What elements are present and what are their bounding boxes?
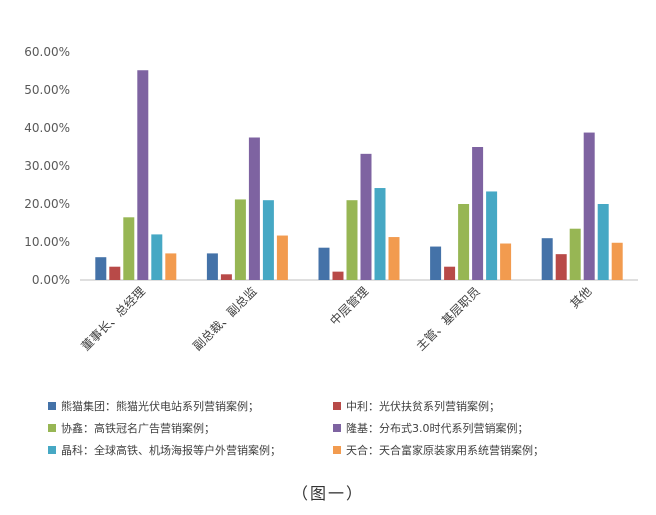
bar-1-5: [541, 238, 553, 280]
bar-5-1: [151, 234, 163, 280]
y-tick-label: 20.00%: [24, 197, 70, 211]
bar-2-3: [332, 271, 344, 280]
bar-6-4: [500, 243, 512, 280]
y-tick-label: 40.00%: [24, 121, 70, 135]
legend-swatch: [333, 424, 341, 432]
legend-item-jingke: 晶科：全球高铁、机场海报等户外营销案例；: [48, 442, 333, 458]
bar-4-3: [360, 153, 372, 280]
bar-3-1: [123, 217, 135, 280]
legend-swatch: [48, 424, 56, 432]
bar-4-4: [472, 147, 484, 280]
legend-swatch: [48, 446, 56, 454]
chart-canvas: 0.00% 10.00% 20.00% 30.00% 40.00% 50.00% 60.00…: [24, 45, 638, 354]
x-category-label: 副总裁、副总监: [190, 284, 259, 353]
bar-1-4: [430, 246, 442, 280]
bar-5-5: [597, 204, 609, 280]
x-category-label: 中层管理: [327, 284, 372, 329]
legend-item-longji: 隆基：分布式3.0时代系列营销案例；: [333, 420, 633, 436]
legend-swatch: [333, 446, 341, 454]
legend-item-zhongli: 中利：光伏扶贫系列营销案例；: [333, 398, 633, 414]
bar-2-5: [555, 254, 567, 280]
figure-caption: （图一）: [291, 484, 364, 503]
bar-6-1: [165, 253, 177, 280]
y-tick-label: 50.00%: [24, 83, 70, 97]
bar-5-3: [374, 188, 386, 280]
bar-4-1: [137, 70, 149, 281]
bar-1-1: [95, 257, 107, 280]
bar-3-4: [458, 204, 470, 280]
bar-4-2: [248, 137, 260, 280]
bar-6-5: [611, 242, 623, 280]
legend-item-tianhe: 天合：天合富家原装家用系统营销案例；: [333, 442, 633, 458]
x-category-label: 主管、基层职员: [413, 284, 483, 354]
bar-5-2: [262, 200, 274, 280]
bar-6-2: [276, 235, 288, 280]
legend-swatch: [48, 402, 56, 410]
bar-3-2: [234, 199, 246, 280]
legend-label: 晶科：全球高铁、机场海报等户外营销案例；: [61, 444, 281, 457]
legend-label: 熊猫集团：熊猫光伏电站系列营销案例；: [61, 400, 259, 413]
y-tick-label: 30.00%: [24, 159, 70, 173]
bar-chart: 0.00% 10.00% 20.00% 30.00% 40.00% 50.00% 60.00…: [24, 45, 638, 354]
y-tick-label: 10.00%: [24, 235, 70, 249]
chart-legend: 熊猫集团：熊猫光伏电站系列营销案例； 中利：光伏扶贫系列营销案例； 协鑫：高铁冠…: [48, 398, 648, 458]
bar-2-4: [444, 266, 456, 280]
bar-3-3: [346, 200, 358, 280]
legend-label: 隆基：分布式3.0时代系列营销案例；: [346, 422, 529, 435]
bar-6-3: [388, 237, 400, 280]
legend-label: 协鑫：高铁冠名广告营销案例；: [61, 422, 215, 435]
bar-2-2: [220, 274, 232, 280]
legend-label: 天合：天合富家原装家用系统营销案例；: [346, 444, 544, 457]
bar-2-1: [109, 266, 121, 280]
x-category-label: 董事长、总经理: [79, 284, 148, 353]
bar-5-4: [486, 191, 498, 280]
y-tick-label: 60.00%: [24, 45, 70, 59]
bar-4-5: [583, 132, 595, 280]
x-category-label: 其他: [567, 284, 594, 311]
legend-label: 中利：光伏扶贫系列营销案例；: [346, 400, 500, 413]
bar-3-5: [569, 228, 581, 280]
y-tick-label: 0.00%: [32, 273, 70, 287]
legend-item-xiongmao: 熊猫集团：熊猫光伏电站系列营销案例；: [48, 398, 333, 414]
legend-swatch: [333, 402, 341, 410]
bar-1-3: [318, 247, 330, 280]
bar-1-2: [206, 253, 218, 280]
legend-item-xiexin: 协鑫：高铁冠名广告营销案例；: [48, 420, 333, 436]
